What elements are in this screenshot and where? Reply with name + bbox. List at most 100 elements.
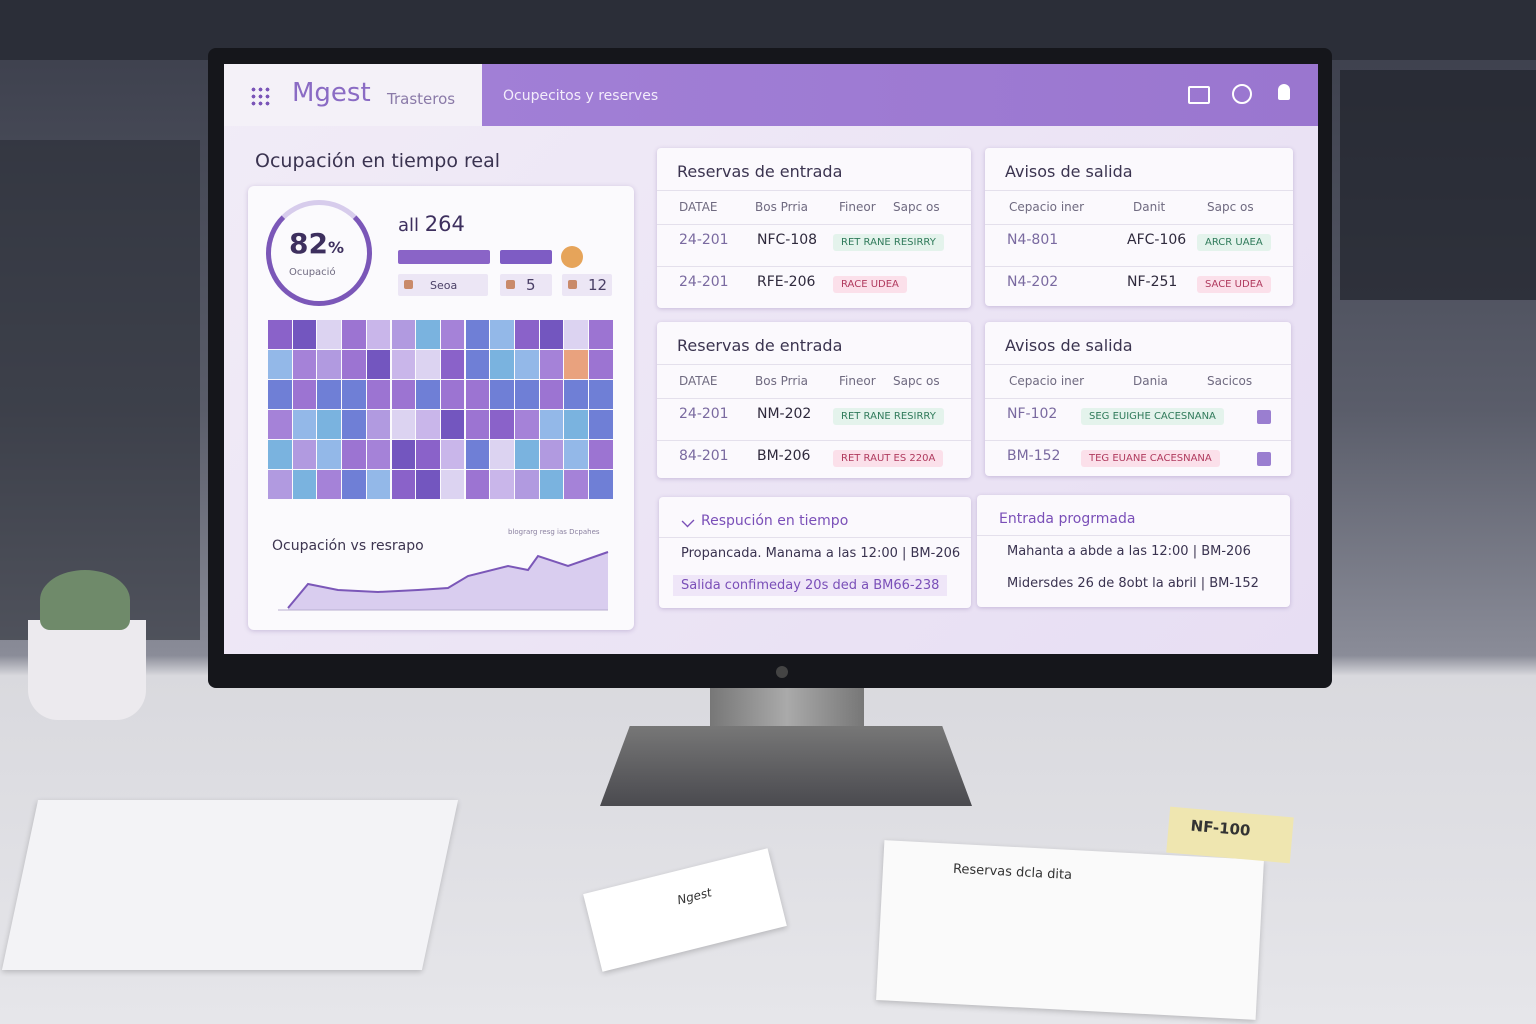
heat-cell — [268, 380, 292, 409]
heat-cell — [589, 470, 613, 499]
row-id: 24-201 — [679, 406, 729, 422]
line — [287, 551, 609, 609]
heat-cell — [391, 470, 415, 499]
divider — [657, 190, 971, 191]
heat-cell — [268, 440, 292, 469]
logo: Mgest — [292, 78, 371, 108]
heat-cell — [515, 350, 539, 379]
heat-cell — [292, 320, 317, 349]
divider — [985, 190, 1293, 191]
bg-shelf — [0, 140, 200, 640]
paper: Reservas dcla dita — [876, 840, 1264, 1020]
heat-cell — [268, 320, 292, 349]
paper-title: Reservas dcla dita — [952, 861, 1073, 884]
column-header: Sapc os — [1207, 200, 1254, 214]
heat-cell — [416, 470, 440, 499]
user-icon[interactable] — [1278, 84, 1290, 100]
feed-item: Propancada. Manama a las 12:00 | BM-206 — [681, 546, 961, 561]
chip-icon — [506, 280, 515, 289]
heat-cell — [440, 380, 465, 409]
heat-cell — [342, 470, 366, 499]
divider — [985, 398, 1291, 399]
heat-cell — [490, 350, 514, 379]
heat-cell — [342, 380, 366, 409]
feed-item: Mahanta a abde a las 12:00 | BM-206 — [1007, 544, 1251, 559]
heat-cell — [391, 380, 415, 409]
status-tag: SEG EUIGHE CACESNANA — [1081, 408, 1224, 425]
column-header: Sapc os — [893, 200, 940, 214]
grid-icon — [250, 86, 270, 106]
total: all 264 — [398, 212, 465, 236]
action-icon[interactable] — [1257, 410, 1271, 424]
column-header: Dania — [1133, 374, 1168, 388]
heat-cell — [490, 380, 514, 409]
feed-item: Midersdes 26 de 8obt la abril | BM-152 — [1007, 576, 1259, 591]
divider — [985, 224, 1293, 225]
row-code: AFC-106 — [1127, 232, 1187, 248]
heat-cell — [564, 320, 588, 349]
column-header: Cepacio iner — [1009, 374, 1085, 388]
bar-chip — [398, 250, 490, 264]
panel: Avisos de salida Cepacio iner Danit Sapc os… — [985, 148, 1293, 306]
heat-cell — [391, 350, 415, 379]
heat-cell — [292, 440, 317, 469]
heat-cell — [564, 350, 588, 379]
heat-cell — [416, 320, 440, 349]
row-id: NF-102 — [1007, 406, 1058, 422]
panel-title: Reservas de entrada — [677, 162, 843, 181]
heat-cell — [391, 320, 415, 349]
chip: Seoa — [398, 274, 488, 296]
heat-cell — [342, 320, 366, 349]
heat-cell — [317, 470, 341, 499]
sticky-text: NF-100 — [1189, 816, 1252, 840]
heat-cell — [564, 440, 588, 469]
heat-cell — [292, 470, 317, 499]
heat-cell — [465, 380, 490, 409]
heat-cell — [366, 350, 391, 379]
status-tag: RET RANE RESIRRY — [833, 234, 944, 251]
chip: 5 — [500, 274, 552, 296]
mini-chart — [278, 551, 609, 611]
row-id: 84-201 — [679, 448, 729, 464]
column-header: DATAE — [679, 200, 718, 214]
column-header: Bos Prria — [755, 200, 809, 214]
column-header: Sacicos — [1207, 374, 1253, 388]
heat-cell — [317, 410, 341, 439]
panel: Avisos de salida Cepacio iner Dania Sacicos… — [985, 322, 1291, 476]
heat-cell — [440, 320, 465, 349]
heat-cell — [366, 440, 391, 469]
column-header: Fineor — [839, 200, 876, 214]
heat-cell — [440, 350, 465, 379]
heat-cell — [366, 470, 391, 499]
chart-legend: blograrg resg ias Dcpahes — [508, 528, 600, 536]
nav-item[interactable]: Ocupecitos y reserves — [503, 88, 659, 104]
heat-cell — [416, 410, 440, 439]
heat-cell — [391, 410, 415, 439]
heat-cell — [416, 350, 440, 379]
column-header: Sapc os — [893, 374, 940, 388]
heat-cell — [490, 440, 514, 469]
plant-pot — [28, 620, 146, 720]
power-icon[interactable] — [1232, 84, 1252, 104]
heat-cell — [342, 350, 366, 379]
heat-cell — [564, 470, 588, 499]
heat-cell — [342, 440, 366, 469]
feed-item: Salida confimeday 20s ded a BM66-238 — [673, 575, 948, 596]
sticky-note: NF-100 — [1166, 806, 1294, 864]
check-icon — [681, 514, 695, 528]
feed-panel: Respución en tiempo Propancada. Manama a … — [659, 497, 971, 608]
action-icon[interactable] — [1257, 452, 1271, 466]
heat-cell — [539, 380, 564, 409]
row-id: N4-801 — [1007, 232, 1059, 248]
heat-cell — [268, 470, 292, 499]
window — [1340, 70, 1536, 300]
mail-icon[interactable] — [1188, 86, 1210, 104]
heat-cell — [440, 440, 465, 469]
heat-cell — [366, 410, 391, 439]
divider — [985, 266, 1293, 267]
feed-title: Respución en tiempo — [701, 513, 849, 529]
divider — [659, 537, 971, 538]
plant — [40, 570, 130, 630]
section-title: Ocupación en tiempo real — [255, 150, 501, 172]
divider — [657, 398, 971, 399]
